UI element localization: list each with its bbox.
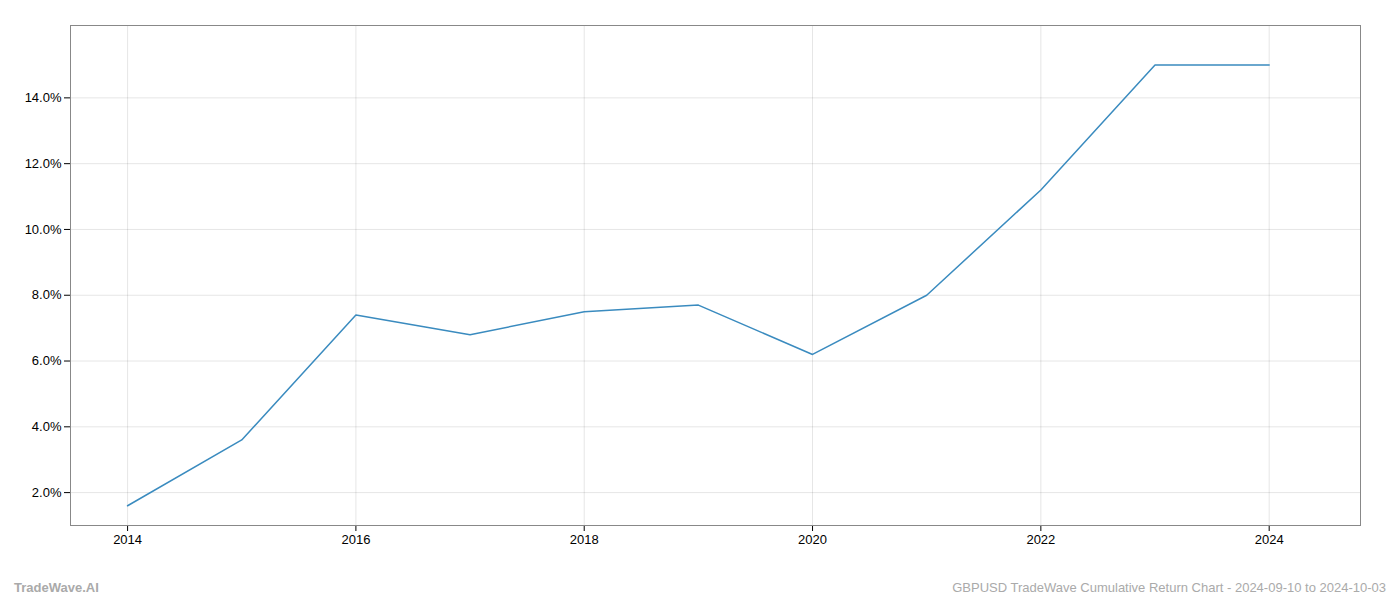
svg-text:10.0%: 10.0% <box>25 222 62 237</box>
html-text:GBPUSD TradeWave Cumulative Re: GBPUSD TradeWave Cumulative Return Chart… <box>952 580 1386 595</box>
html-text:TradeWave.AI: TradeWave.AI <box>14 580 99 595</box>
svg-text:2.0%: 2.0% <box>32 485 62 500</box>
svg-text:2022: 2022 <box>1026 532 1055 547</box>
svg-text:12.0%: 12.0% <box>25 156 62 171</box>
svg-text:2024: 2024 <box>1255 532 1284 547</box>
svg-text:4.0%: 4.0% <box>32 419 62 434</box>
svg-text:2014: 2014 <box>113 532 142 547</box>
svg-text:6.0%: 6.0% <box>32 353 62 368</box>
svg-text:14.0%: 14.0% <box>25 90 62 105</box>
svg-text:2018: 2018 <box>570 532 599 547</box>
svg-text:8.0%: 8.0% <box>32 287 62 302</box>
svg-text:2016: 2016 <box>341 532 370 547</box>
svg-text:2020: 2020 <box>798 532 827 547</box>
